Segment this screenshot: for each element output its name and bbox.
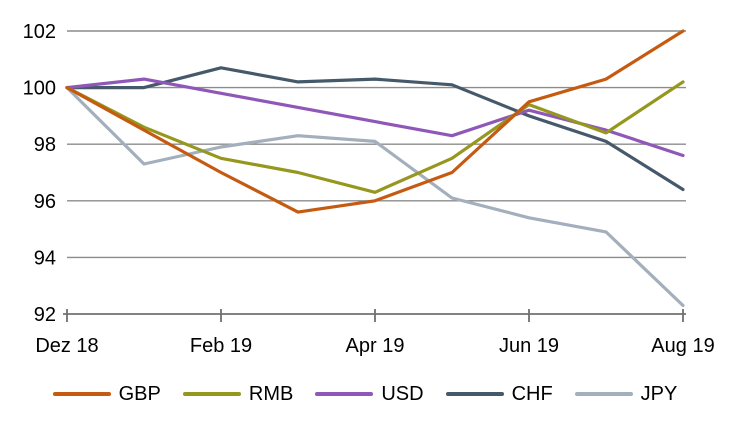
legend-line-swatch-chf xyxy=(445,392,504,396)
chart-legend: GBP RMB USD CHF JPY xyxy=(0,384,730,404)
legend-line-swatch-jpy xyxy=(574,392,633,396)
y-tick-label: 96 xyxy=(34,191,56,213)
legend-item-jpy: JPY xyxy=(574,383,678,405)
x-tick-label: Dez 18 xyxy=(35,335,98,357)
legend-label-jpy: JPY xyxy=(640,383,678,405)
series-line-jpy xyxy=(65,85,685,308)
legend-item-chf: CHF xyxy=(445,383,553,405)
legend-item-usd: USD xyxy=(315,383,424,405)
y-tick-label: 100 xyxy=(23,78,56,100)
x-tick-label: Aug 19 xyxy=(651,335,714,357)
x-tick-label: Apr 19 xyxy=(346,335,405,357)
legend-label-gbp: GBP xyxy=(118,383,161,405)
legend-line-swatch-rmb xyxy=(182,392,241,396)
series-line-gbp xyxy=(65,29,685,214)
series-line-chf xyxy=(65,66,685,192)
x-tick-label: Jun 19 xyxy=(499,335,559,357)
y-tick-label: 98 xyxy=(34,134,56,156)
legend-label-rmb: RMB xyxy=(248,383,294,405)
y-tick-label: 102 xyxy=(23,21,56,43)
series-line-rmb xyxy=(65,80,685,194)
legend-item-rmb: RMB xyxy=(182,383,294,405)
x-tick-label: Feb 19 xyxy=(190,335,252,357)
y-tick-label: 94 xyxy=(34,247,56,269)
legend-label-chf: CHF xyxy=(511,383,553,405)
y-tick-label: 92 xyxy=(34,304,56,326)
legend-label-usd: USD xyxy=(381,383,424,405)
legend-line-swatch-usd xyxy=(315,392,374,396)
legend-line-swatch-gbp xyxy=(52,392,111,396)
legend-item-gbp: GBP xyxy=(52,383,161,405)
